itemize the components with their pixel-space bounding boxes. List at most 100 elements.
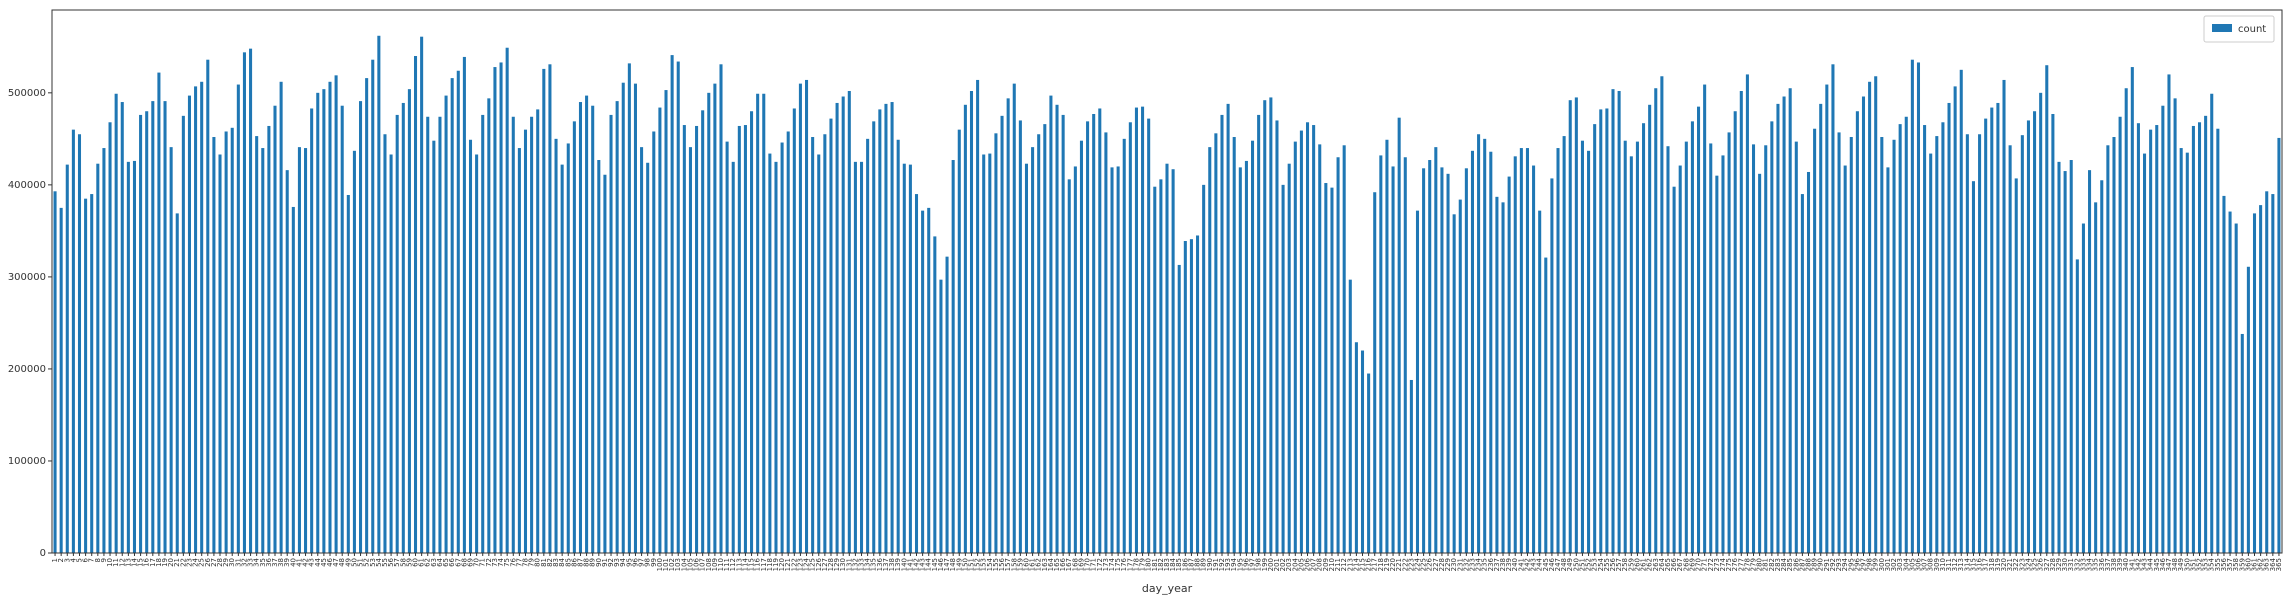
y-tick-label: 500000 [8, 88, 46, 99]
bar [945, 256, 949, 553]
bar [902, 163, 906, 554]
x-tick-label: 352 [2196, 558, 2204, 571]
x-tick-label: 235 [1481, 558, 1489, 571]
bar [1715, 175, 1719, 553]
bar [371, 59, 375, 553]
x-tick-label: 112 [729, 558, 737, 571]
x-tick-label: 83 [552, 558, 560, 567]
bar [1232, 137, 1236, 553]
bar [1690, 121, 1694, 553]
x-tick-label: 39 [283, 558, 291, 567]
bar [1947, 102, 1951, 554]
bar [2045, 65, 2049, 553]
x-tick-label: 126 [815, 557, 823, 571]
x-tick-label: 96 [631, 557, 639, 566]
x-tick-label: 105 [686, 558, 694, 571]
bar [890, 102, 894, 553]
x-tick-label: 365 [2275, 558, 2283, 571]
bar [554, 138, 558, 553]
x-tick-label: 305 [1908, 558, 1916, 571]
x-tick-label: 262 [1646, 558, 1654, 571]
x-tick-label: 111 [723, 558, 731, 571]
x-tick-label: 267 [1676, 558, 1684, 571]
x-tick-label: 36 [265, 557, 273, 566]
x-tick-label: 310 [1939, 558, 1947, 571]
bar [1764, 145, 1768, 553]
bar [1813, 128, 1817, 553]
bar [536, 109, 540, 553]
bar [71, 129, 75, 553]
bar [1739, 90, 1743, 553]
x-tick-label: 154 [986, 557, 994, 571]
bar [2234, 223, 2238, 553]
bar [273, 105, 277, 553]
x-tick-label: 343 [2141, 558, 2149, 571]
bar [1269, 97, 1273, 554]
x-tick-label: 150 [961, 558, 969, 571]
bar [407, 89, 411, 553]
bar [1220, 114, 1224, 554]
bar [578, 102, 583, 553]
x-tick-label: 219 [1383, 558, 1391, 571]
bar [53, 191, 57, 554]
x-tick-label: 216 [1365, 557, 1373, 571]
bar [2210, 93, 2214, 553]
bar [1654, 88, 1658, 553]
bar [90, 194, 94, 553]
x-tick-label: 212 [1340, 558, 1348, 571]
x-tick-label: 292 [1829, 558, 1837, 571]
bar [145, 111, 149, 553]
x-tick-label: 253 [1591, 558, 1599, 571]
bar [792, 108, 796, 554]
x-tick-label: 134 [864, 557, 872, 571]
bar [1110, 167, 1114, 553]
bar [1648, 104, 1652, 553]
x-tick-label: 78 [521, 558, 529, 567]
bar [1214, 133, 1218, 553]
bar [2081, 223, 2085, 553]
legend: count [2203, 15, 2275, 43]
x-tick-label: 55 [381, 558, 389, 567]
x-tick-label: 165 [1053, 558, 1061, 571]
x-tick-label: 146 [937, 557, 945, 571]
bar [206, 59, 210, 553]
bar [1403, 157, 1407, 553]
bar [1073, 166, 1077, 553]
bar [2155, 125, 2159, 554]
x-tick-label: 182 [1157, 558, 1165, 571]
x-tick-label: 66 [448, 557, 456, 566]
bar [2008, 145, 2012, 553]
x-tick-label: 221 [1395, 558, 1403, 571]
bar [108, 122, 112, 553]
x-tick-label: 353 [2202, 558, 2210, 571]
x-tick-label: 169 [1077, 558, 1085, 571]
x-tick-label: 192 [1218, 558, 1226, 571]
bar [2216, 128, 2220, 553]
bar [1446, 173, 1450, 553]
bar [1874, 76, 1878, 553]
bar [652, 131, 656, 553]
bar [670, 55, 674, 553]
x-tick-label: 29 [222, 558, 230, 567]
bar [401, 102, 405, 554]
legend-label: count [2238, 24, 2266, 35]
x-tick-label: 137 [882, 558, 890, 571]
bar [377, 35, 381, 554]
bar [2026, 120, 2030, 554]
x-tick-label: 211 [1334, 558, 1342, 571]
bar [1617, 90, 1621, 553]
x-tick-label: 107 [699, 558, 707, 571]
bar [1751, 144, 1756, 553]
bar [481, 114, 485, 554]
bar [1666, 146, 1670, 553]
bar [2063, 171, 2067, 553]
x-tick-label: 236 [1487, 557, 1495, 571]
bar [1287, 163, 1291, 554]
bar [2118, 116, 2122, 553]
bar [468, 139, 473, 553]
x-tick-label: 115 [748, 558, 756, 571]
bar [976, 79, 980, 553]
x-tick-label: 10 [106, 558, 114, 567]
bar [505, 47, 509, 554]
plot-frame [51, 9, 2283, 554]
